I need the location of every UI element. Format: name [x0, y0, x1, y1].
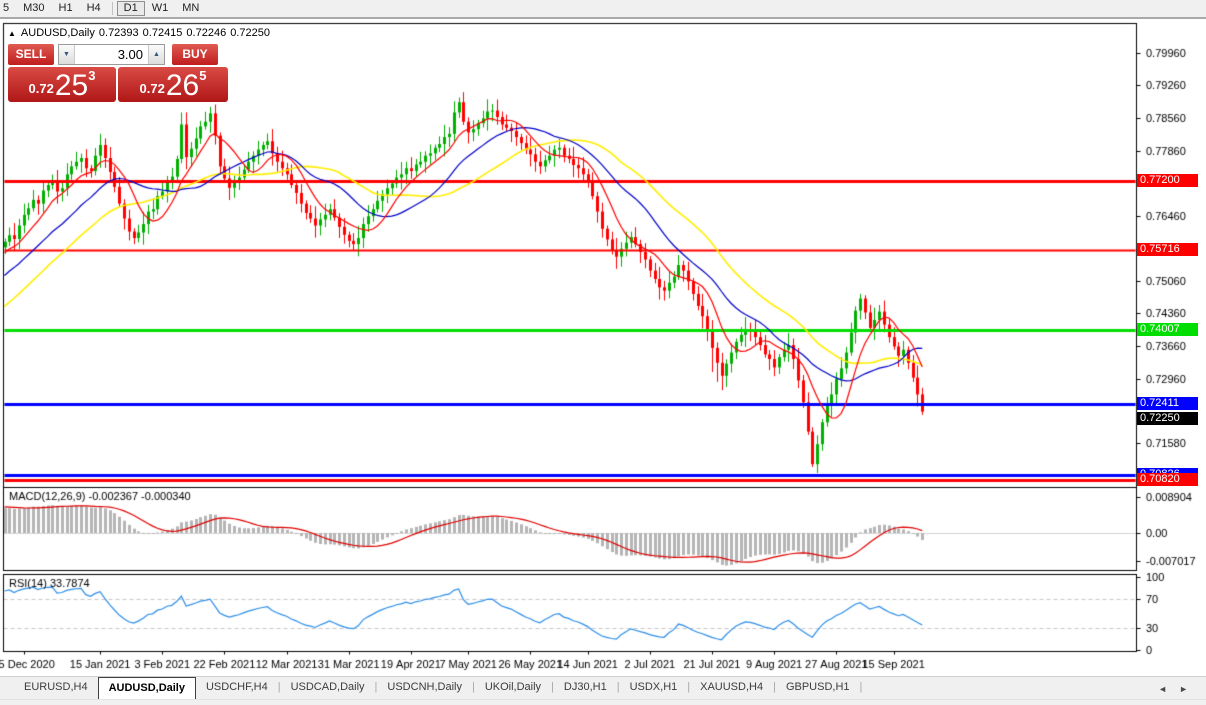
buy-price-pip: 5 [199, 68, 207, 83]
timeframe-button-h1[interactable]: H1 [58, 2, 73, 14]
tab-separator: | [277, 681, 281, 693]
price-line-badge: 0.74007 [1137, 323, 1198, 336]
tab-scroll-right-icon[interactable]: ► [1179, 684, 1200, 694]
timeframe-button-d1[interactable]: D1 [116, 1, 145, 16]
buy-button[interactable]: BUY [172, 44, 218, 65]
tab-dj30-h1[interactable]: DJ30,H1 [563, 681, 607, 693]
tab-ukoil-daily[interactable]: UKOil,Daily [484, 681, 542, 693]
timeframe-button-h4[interactable]: H4 [86, 2, 101, 14]
collapse-panel-icon[interactable]: ▲ [8, 29, 16, 38]
tab-usdcnh-daily[interactable]: USDCNH,Daily [387, 681, 462, 693]
toolbar-separator [111, 2, 113, 15]
timeframe-button-m30[interactable]: M30 [23, 2, 45, 14]
sell-price-pip: 3 [88, 68, 96, 83]
buy-price-button[interactable]: 0.72 26 5 [118, 67, 228, 102]
buy-price-big: 26 [165, 69, 200, 102]
symbol-timeframe-label: AUDUSD,Daily [20, 27, 95, 39]
ohlc-open: 0.72393 [98, 27, 139, 39]
sell-price-button[interactable]: 0.72 25 3 [8, 67, 116, 102]
ohlc-close: 0.72250 [230, 27, 270, 39]
volume-stepper: ▼ ▲ [58, 44, 165, 65]
volume-increase-button[interactable]: ▲ [149, 45, 164, 64]
tab-separator: | [687, 681, 691, 693]
price-line-badge: 0.70820 [1137, 473, 1198, 486]
tab-scroll-left-icon[interactable]: ◄ [1158, 684, 1180, 694]
tab-separator: | [616, 681, 620, 693]
symbol-tab-bar: EURUSD,H4 AUDUSD,Daily USDCHF,H4 | USDCAD,Da… [0, 676, 1206, 705]
tab-usdx-h1[interactable]: USDX,H1 [629, 681, 678, 693]
price-line-badge: 0.75716 [1137, 243, 1198, 256]
tab-separator: | [471, 681, 475, 693]
timeframe-button-w1[interactable]: W1 [151, 2, 169, 14]
tab-separator: | [859, 681, 863, 693]
sell-price-big: 25 [54, 69, 89, 102]
buy-price-prefix: 0.72 [139, 81, 165, 96]
ohlc-low: 0.72246 [186, 27, 227, 39]
ohlc-high: 0.72415 [142, 27, 183, 39]
timeframe-button-mn[interactable]: MN [182, 2, 200, 14]
tab-scroll-arrows[interactable]: ◄► [1158, 684, 1200, 694]
timeframe-button-5[interactable]: 5 [3, 2, 10, 14]
volume-decrease-button[interactable]: ▼ [59, 45, 74, 64]
tab-xauusd-h4[interactable]: XAUUSD,H4 [700, 681, 764, 693]
tab-usdcad-daily[interactable]: USDCAD,Daily [290, 681, 365, 693]
tab-separator: | [551, 681, 554, 693]
volume-input[interactable] [74, 45, 149, 64]
price-line-badge: 0.77200 [1137, 174, 1198, 187]
tab-usdchf-h4[interactable]: USDCHF,H4 [205, 681, 268, 693]
tab-separator: | [773, 681, 776, 693]
tab-audusd-daily[interactable]: AUDUSD,Daily [97, 677, 196, 699]
tab-eurusd-h4[interactable]: EURUSD,H4 [24, 681, 88, 693]
sell-button[interactable]: SELL [8, 44, 54, 65]
symbol-tabs: EURUSD,H4 AUDUSD,Daily USDCHF,H4 | USDCAD,Da… [0, 677, 1206, 700]
current-price-badge: 0.72250 [1137, 412, 1198, 425]
tab-separator: | [374, 681, 378, 693]
chart-title: ▲ AUDUSD,Daily 0.72393 0.72415 0.72246 0.7225… [8, 27, 270, 39]
price-line-badge: 0.72411 [1137, 397, 1198, 410]
timeframe-toolbar: 5 M30 H1 H4 D1 W1 MN [0, 0, 1206, 19]
sell-price-prefix: 0.72 [28, 81, 54, 96]
tab-gbpusd-h1[interactable]: GBPUSD,H1 [785, 681, 850, 693]
one-click-trading-panel: ▲ AUDUSD,Daily 0.72393 0.72415 0.72246 0.7225… [8, 27, 270, 102]
